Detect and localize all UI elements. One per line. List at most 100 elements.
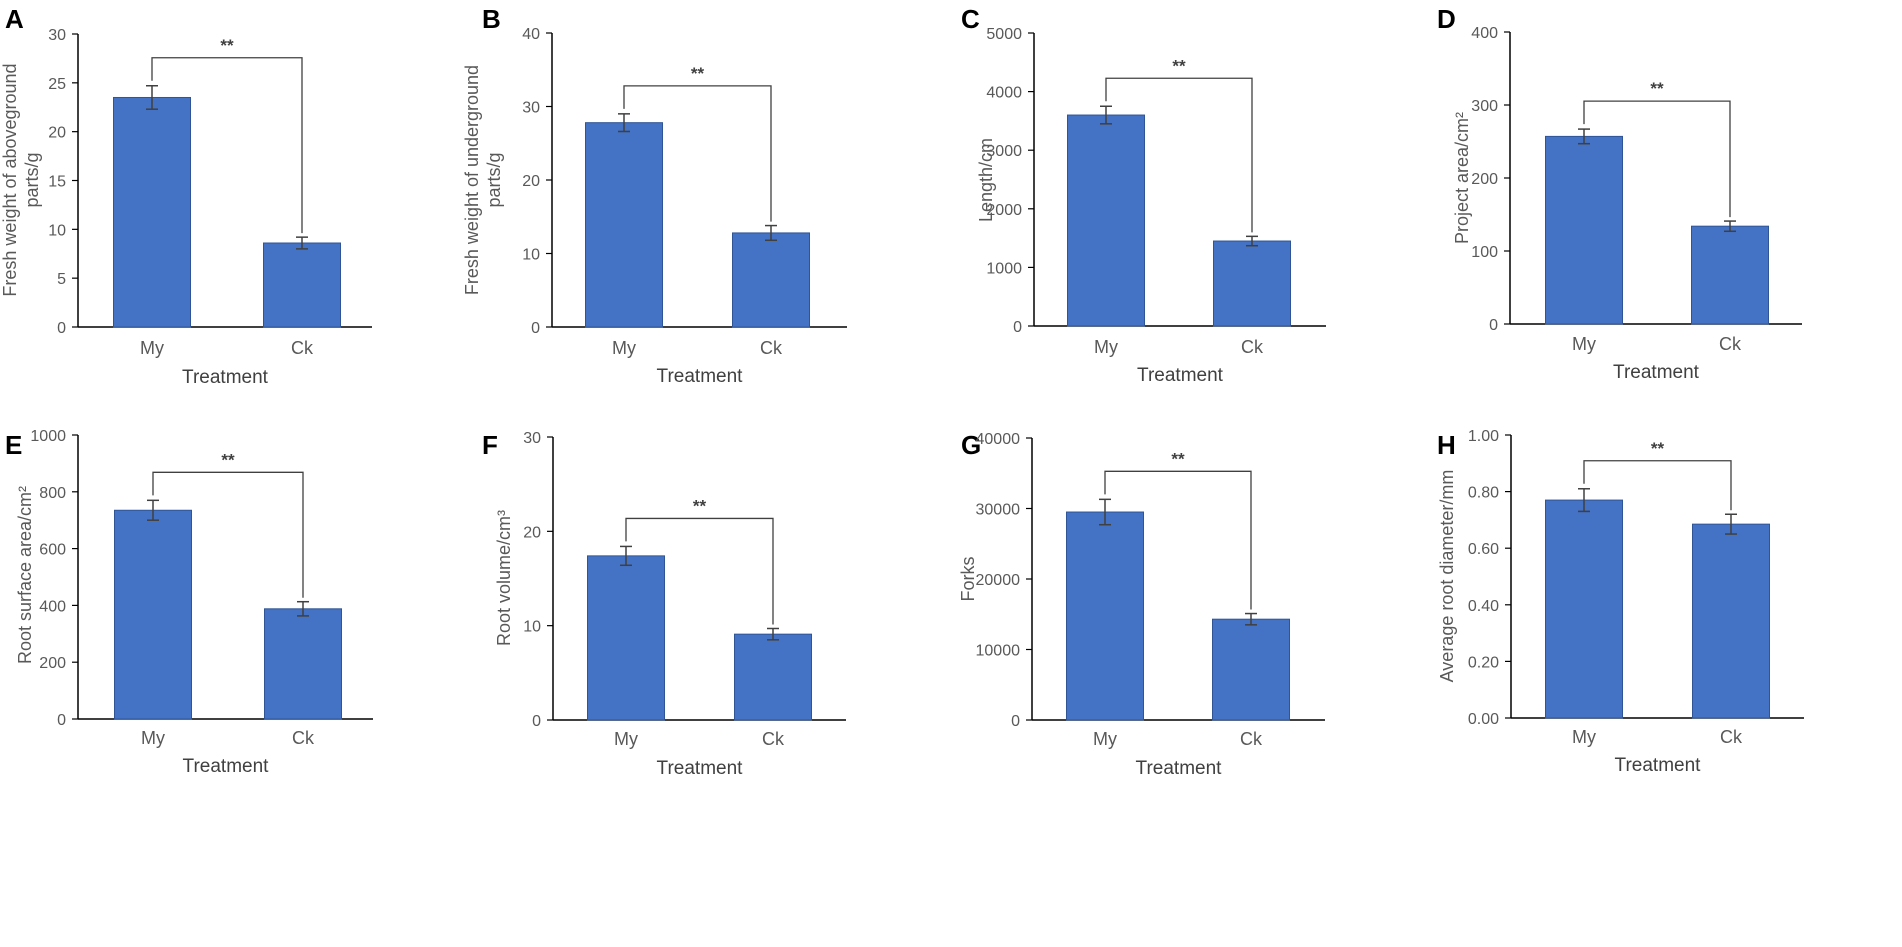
x-axis-title: Treatment bbox=[1137, 365, 1224, 386]
bar-ck bbox=[732, 232, 810, 328]
significance-bracket bbox=[1105, 77, 1253, 233]
y-axis-title-line: Length/cm bbox=[976, 138, 996, 222]
bar-ck bbox=[734, 633, 812, 721]
bar-my bbox=[1066, 511, 1144, 721]
y-axis-title-line: Fresh weight of underground bbox=[462, 65, 482, 295]
y-tick-label: 0 bbox=[1011, 713, 1020, 730]
panel-label: A bbox=[5, 4, 24, 34]
y-tick-label: 400 bbox=[1471, 25, 1498, 42]
panel-label: G bbox=[961, 430, 981, 460]
category-label: Ck bbox=[1240, 729, 1263, 749]
y-tick-label: 20 bbox=[522, 173, 540, 190]
y-axis-title-line: Project area/cm² bbox=[1452, 112, 1472, 244]
y-tick-label: 5000 bbox=[986, 26, 1022, 43]
category-label: Ck bbox=[762, 729, 785, 749]
panel-G: G 0 10000 20000 30000 40000 My Ck ** Treatment For… bbox=[958, 430, 1325, 779]
category-label: My bbox=[1094, 337, 1118, 357]
y-tick-label: 25 bbox=[48, 76, 66, 93]
y-axis-title: Fresh weight of aboveground parts/g bbox=[0, 63, 42, 296]
y-tick-label: 0.60 bbox=[1468, 541, 1499, 558]
y-axis-title: Root surface area/cm² bbox=[15, 486, 35, 664]
bar-my bbox=[587, 555, 665, 721]
y-tick-label: 0.20 bbox=[1468, 654, 1499, 671]
significance-bracket bbox=[1583, 100, 1731, 218]
significance-bracket bbox=[1104, 470, 1252, 610]
category-label: My bbox=[614, 729, 638, 749]
y-axis-title-line: Average root diameter/mm bbox=[1437, 470, 1457, 683]
y-tick-label: 40 bbox=[522, 26, 540, 43]
y-axis-title: Length/cm bbox=[976, 138, 996, 222]
y-axis-title-line: Fresh weight of aboveground bbox=[0, 63, 20, 296]
significance-bracket bbox=[151, 57, 303, 234]
y-tick-label: 30000 bbox=[976, 502, 1021, 519]
x-axis-title: Treatment bbox=[1615, 755, 1702, 776]
category-label: Ck bbox=[292, 728, 315, 748]
bar-ck bbox=[1213, 240, 1291, 327]
category-label: My bbox=[1572, 334, 1596, 354]
y-tick-label: 200 bbox=[39, 655, 66, 672]
category-label: Ck bbox=[1720, 727, 1743, 747]
significance-bracket bbox=[625, 517, 774, 625]
y-axis-title: Forks bbox=[958, 557, 978, 602]
y-tick-label: 0.80 bbox=[1468, 485, 1499, 502]
significance-label: ** bbox=[693, 496, 707, 515]
category-label: My bbox=[612, 338, 636, 358]
y-tick-label: 600 bbox=[39, 542, 66, 559]
y-tick-label: 300 bbox=[1471, 98, 1498, 115]
category-label: Ck bbox=[1719, 334, 1742, 354]
y-tick-label: 200 bbox=[1471, 171, 1498, 188]
panel-label: F bbox=[482, 430, 498, 460]
y-axis-title-line: Root surface area/cm² bbox=[15, 486, 35, 664]
x-axis-title: Treatment bbox=[182, 367, 269, 388]
y-tick-label: 400 bbox=[39, 598, 66, 615]
y-tick-label: 0 bbox=[532, 713, 541, 730]
bar-ck bbox=[1691, 225, 1769, 325]
y-tick-label: 20 bbox=[523, 524, 541, 541]
y-axis-title: Fresh weight of underground parts/g bbox=[462, 65, 504, 295]
y-tick-label: 2000 bbox=[986, 202, 1022, 219]
significance-label: ** bbox=[1651, 439, 1665, 458]
y-axis-title: Project area/cm² bbox=[1452, 112, 1472, 244]
significance-label: ** bbox=[220, 36, 234, 55]
significance-bracket bbox=[623, 85, 772, 222]
y-tick-label: 10 bbox=[522, 247, 540, 264]
y-tick-label: 0.00 bbox=[1468, 711, 1499, 728]
y-tick-label: 0 bbox=[57, 712, 66, 729]
panel-label: C bbox=[961, 4, 980, 34]
panel-C: C 0 1000 2000 3000 4000 5000 My Ck ** Treatment Len… bbox=[961, 4, 1326, 386]
y-tick-label: 1000 bbox=[986, 260, 1022, 277]
bar-my bbox=[1545, 499, 1623, 719]
y-tick-label: 4000 bbox=[986, 85, 1022, 102]
bar-my bbox=[1067, 114, 1145, 327]
bar-my bbox=[114, 509, 192, 720]
y-axis-title: Average root diameter/mm bbox=[1437, 470, 1457, 683]
y-tick-label: 0 bbox=[57, 320, 66, 337]
panel-F: F 0 10 20 30 My Ck ** Treatment Root volume/cm³ bbox=[482, 430, 846, 779]
y-tick-label: 15 bbox=[48, 174, 66, 191]
y-axis-title-line: Forks bbox=[958, 557, 978, 602]
y-axis-title-line: Root volume/cm³ bbox=[494, 510, 514, 646]
panel-label: E bbox=[5, 430, 22, 460]
y-tick-label: 10000 bbox=[976, 643, 1021, 660]
y-axis-title-line: parts/g bbox=[484, 152, 504, 207]
significance-label: ** bbox=[1650, 79, 1664, 98]
bar-ck bbox=[264, 608, 342, 720]
x-axis-title: Treatment bbox=[1613, 362, 1700, 383]
y-tick-label: 20000 bbox=[976, 572, 1021, 589]
significance-bracket bbox=[152, 471, 304, 598]
y-tick-label: 1000 bbox=[30, 428, 66, 445]
panel-A: A 0 5 10 15 20 25 30 My Ck ** Treatment Fresh weight… bbox=[0, 4, 372, 388]
y-tick-label: 5 bbox=[57, 271, 66, 288]
category-label: Ck bbox=[760, 338, 783, 358]
y-tick-label: 10 bbox=[48, 222, 66, 239]
panel-D: D 0 100 200 300 400 My Ck ** Treatment Project are… bbox=[1437, 4, 1802, 383]
y-tick-label: 1.00 bbox=[1468, 428, 1499, 445]
significance-label: ** bbox=[221, 450, 235, 469]
category-label: My bbox=[141, 728, 165, 748]
y-tick-label: 30 bbox=[523, 430, 541, 447]
significance-label: ** bbox=[1171, 449, 1185, 468]
x-axis-title: Treatment bbox=[1136, 758, 1223, 779]
significance-label: ** bbox=[1172, 56, 1186, 75]
category-label: My bbox=[1093, 729, 1117, 749]
panel-H: H 0.00 0.20 0.40 0.60 0.80 1.00 My Ck ** Treatment… bbox=[1437, 428, 1804, 776]
